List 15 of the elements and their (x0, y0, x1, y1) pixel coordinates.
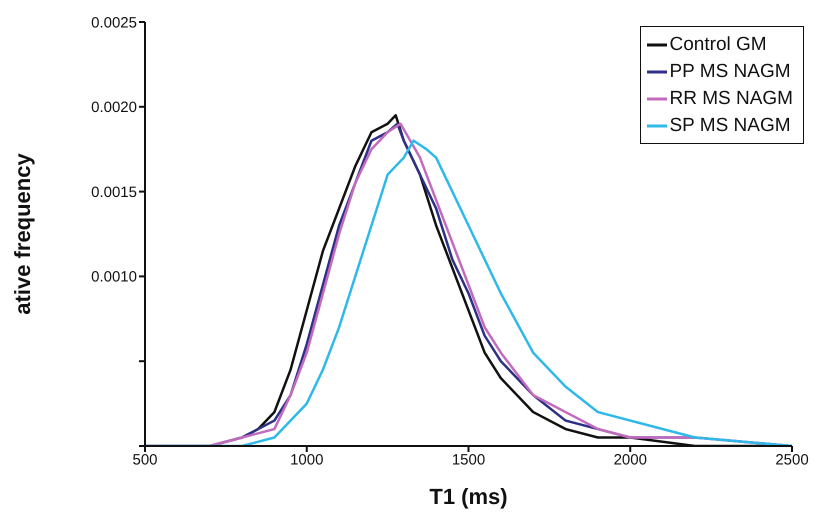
legend-label: Control GM (670, 33, 767, 57)
legend-label: PP MS NAGM (670, 60, 791, 84)
legend-label: SP MS NAGM (670, 114, 791, 138)
y-tick-label: 0.0020 (91, 99, 137, 116)
x-axis-title: T1 (ms) (429, 484, 508, 509)
x-tick-label: 2500 (775, 452, 809, 469)
x-tick-label: 1500 (452, 452, 486, 469)
y-axis-title: ative frequency (10, 152, 35, 315)
y-tick-label: 0.0025 (91, 14, 137, 32)
y-tick-label: 0.0010 (91, 268, 137, 286)
y-tick-label: 0.0015 (91, 184, 137, 201)
x-tick-label: 500 (132, 452, 158, 469)
x-tick-label: 2000 (614, 452, 647, 469)
x-tick-label: 1000 (290, 452, 324, 469)
legend-label: RR MS NAGM (670, 87, 793, 111)
